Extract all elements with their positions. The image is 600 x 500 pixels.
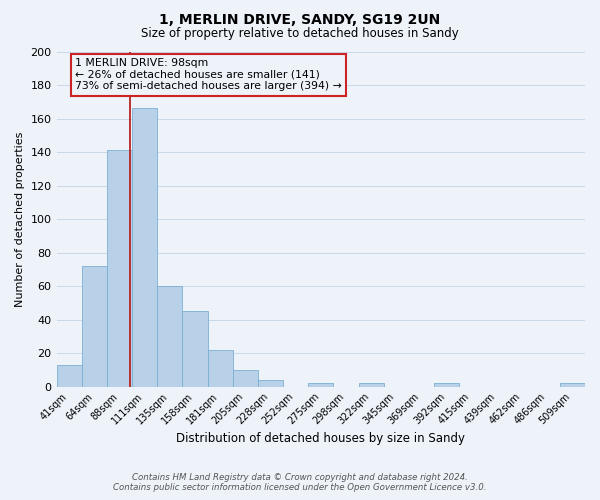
Bar: [56, 365, 82, 386]
Bar: [182, 311, 208, 386]
Text: Contains HM Land Registry data © Crown copyright and database right 2024.
Contai: Contains HM Land Registry data © Crown c…: [113, 473, 487, 492]
Bar: [132, 108, 157, 386]
Bar: [560, 383, 585, 386]
Text: Size of property relative to detached houses in Sandy: Size of property relative to detached ho…: [141, 28, 459, 40]
Bar: [107, 150, 132, 386]
Bar: [208, 350, 233, 387]
Bar: [157, 286, 182, 386]
Bar: [308, 383, 334, 386]
Y-axis label: Number of detached properties: Number of detached properties: [15, 132, 25, 306]
Text: 1 MERLIN DRIVE: 98sqm
← 26% of detached houses are smaller (141)
73% of semi-det: 1 MERLIN DRIVE: 98sqm ← 26% of detached …: [76, 58, 342, 92]
Text: 1, MERLIN DRIVE, SANDY, SG19 2UN: 1, MERLIN DRIVE, SANDY, SG19 2UN: [160, 12, 440, 26]
X-axis label: Distribution of detached houses by size in Sandy: Distribution of detached houses by size …: [176, 432, 465, 445]
Bar: [434, 383, 459, 386]
Bar: [359, 383, 383, 386]
Bar: [258, 380, 283, 386]
Bar: [233, 370, 258, 386]
Bar: [82, 266, 107, 386]
